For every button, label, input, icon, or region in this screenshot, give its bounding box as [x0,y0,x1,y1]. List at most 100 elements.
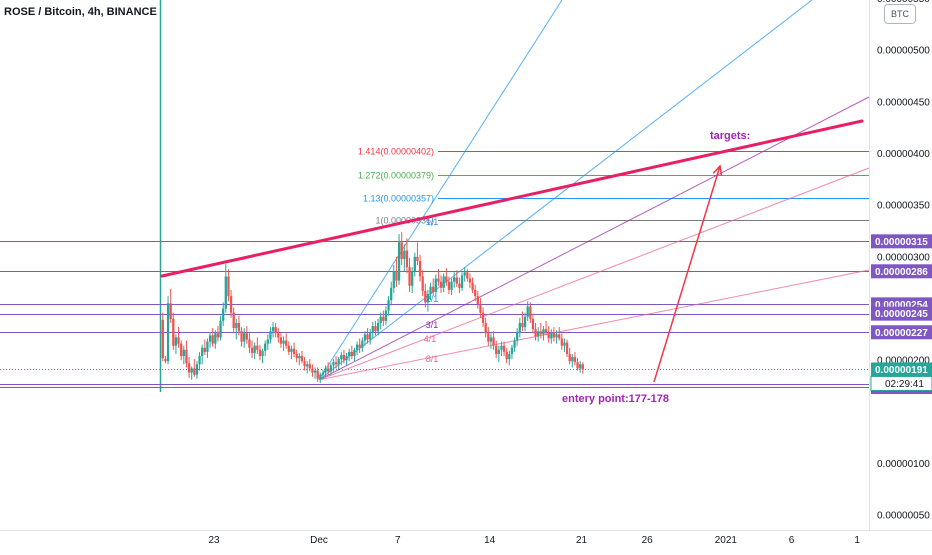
x-tick-label: Dec [310,535,328,546]
candle [555,330,558,344]
candle-body [390,287,393,301]
candle [193,359,196,377]
candle-body [274,327,277,334]
gann-fan-line [318,0,813,381]
price-tag-label: 0.00000227 [875,328,928,339]
candle [277,328,280,343]
candle [513,337,516,352]
candle [340,351,343,366]
candle-body [369,332,372,340]
candle-body [261,350,264,357]
candle [547,326,550,343]
y-tick-label: 0.00000350 [877,201,930,212]
fib-level-label: 1(0.00000336) [375,216,434,226]
candle-body [476,296,479,305]
candle [573,351,577,366]
currency-badge[interactable]: BTC [884,4,916,24]
candle-body [555,334,558,338]
candle-body [264,343,267,351]
gann-fan-line [318,269,870,381]
x-tick-label: 23 [208,535,220,546]
candle-body [237,322,241,332]
candle [460,272,464,291]
candle [529,302,532,323]
candle-body [542,329,545,335]
candle [463,267,466,282]
candle [250,340,254,359]
candle [206,338,209,359]
candle-body [418,260,422,277]
candle [366,328,369,344]
candle-body [471,282,474,290]
price-tag-label: 0.00000245 [875,309,928,320]
candle-body [534,329,537,337]
candle [424,283,427,308]
candle [334,356,338,369]
candle-body [229,296,233,313]
candle [198,351,201,371]
candle [282,336,285,351]
candle [510,344,514,360]
candle [392,265,395,293]
candle [379,312,382,330]
candle [182,345,185,365]
candle [403,244,406,272]
candle-body [395,271,398,281]
candle-body [523,316,527,328]
candle-body [327,368,330,372]
candle-body [387,300,390,311]
candle-body [161,319,164,359]
candle [371,321,374,339]
candle [329,363,332,376]
candle-body [518,322,521,333]
candle [405,238,409,274]
y-tick-label: 0.00000200 [877,356,930,367]
candle-body [573,357,577,363]
candle-body [487,333,490,342]
candle-body [348,351,351,357]
candle-body [287,345,290,352]
candle [429,282,432,301]
price-tag-label: 0.00000254 [875,300,928,311]
candle [261,348,264,364]
candle [487,327,490,346]
candle [502,341,506,357]
candle-body [258,349,262,357]
candle [390,281,393,306]
price-tag-bg [871,325,932,340]
candle [161,312,164,362]
candle-body [495,345,498,354]
y-tick-label: 0.00000450 [877,97,930,108]
candle-body [363,334,367,341]
candle-body [211,335,214,344]
price-tag-label: 0.00000191 [875,365,928,376]
countdown-bg [870,375,932,391]
candle-body [353,349,356,357]
candle [492,331,495,350]
candle [500,341,503,357]
candle-body [166,303,170,362]
candle-body [366,334,369,340]
candle-body [400,242,403,259]
candle [174,334,178,354]
candle-body [232,312,235,329]
candle [458,277,461,293]
candle [550,329,553,344]
gann-fan-label: 2/1 [426,294,439,304]
candle [271,321,275,338]
target-arrow-head [712,164,723,176]
candle-body [187,363,191,373]
candle [434,274,437,297]
candle [400,232,403,266]
fib-level-label: 1.414(0.00000402) [358,147,434,157]
candle-body [240,331,243,342]
candle-body [198,356,201,365]
candle [471,277,474,293]
candle [442,273,445,292]
candle-body [319,374,322,379]
candle-body [455,277,458,284]
countdown-label: 02:29:41 [885,379,924,390]
